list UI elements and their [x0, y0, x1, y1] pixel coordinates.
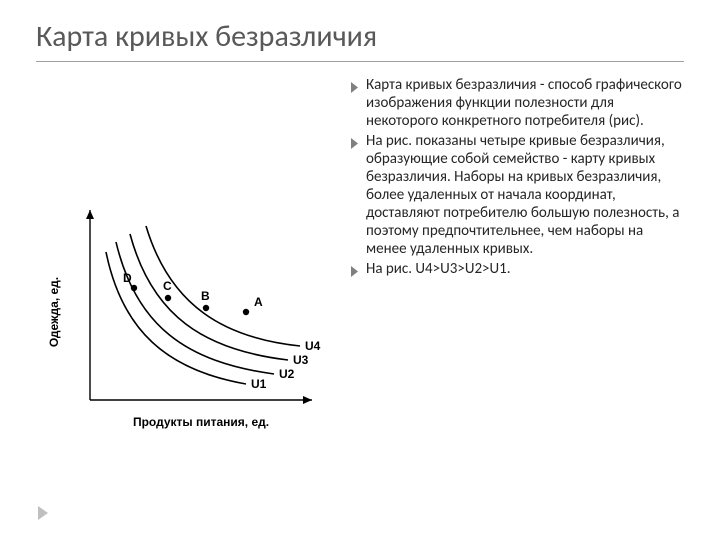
list-item: На рис. U4>U3>U2>U1. — [350, 260, 684, 282]
text-column: Карта кривых безразличия - способ графич… — [350, 76, 684, 457]
content-row: Одежда, ед. Продукты питания, ед. U1 U2U3U4… — [36, 76, 684, 457]
list-item: На рис. показаны четыре кривые безразлич… — [350, 132, 684, 258]
bullet-marker-icon — [350, 260, 366, 282]
bullet-marker-icon — [350, 76, 366, 130]
svg-text:U2: U2 — [279, 367, 295, 381]
slide: Карта кривых безразличия Одежда, ед. Прод… — [0, 0, 720, 540]
bullet-text: Карта кривых безразличия - способ графич… — [366, 76, 684, 130]
svg-text:U3: U3 — [293, 353, 309, 367]
bullet-text: На рис. U4>U3>U2>U1. — [366, 260, 684, 282]
svg-text:B: B — [201, 289, 210, 303]
bullet-marker-icon — [350, 132, 366, 258]
svg-text:U4: U4 — [305, 339, 321, 353]
bullet-text: На рис. показаны четыре кривые безразлич… — [366, 132, 684, 258]
svg-text:Одежда, ед.: Одежда, ед. — [47, 277, 61, 347]
svg-text:U1: U1 — [251, 377, 267, 391]
figure-column: Одежда, ед. Продукты питания, ед. U1 U2U3U4… — [36, 76, 336, 457]
page-title: Карта кривых безразличия — [36, 18, 684, 62]
list-item: Карта кривых безразличия - способ графич… — [350, 76, 684, 130]
svg-text:A: A — [254, 295, 263, 309]
indifference-curve-chart: Одежда, ед. Продукты питания, ед. U1 U2U3U4… — [36, 182, 336, 452]
slide-marker-icon — [36, 505, 50, 526]
svg-text:C: C — [163, 279, 172, 293]
svg-text:Продукты питания, ед.: Продукты питания, ед. — [133, 415, 269, 429]
svg-text:D: D — [123, 271, 132, 285]
